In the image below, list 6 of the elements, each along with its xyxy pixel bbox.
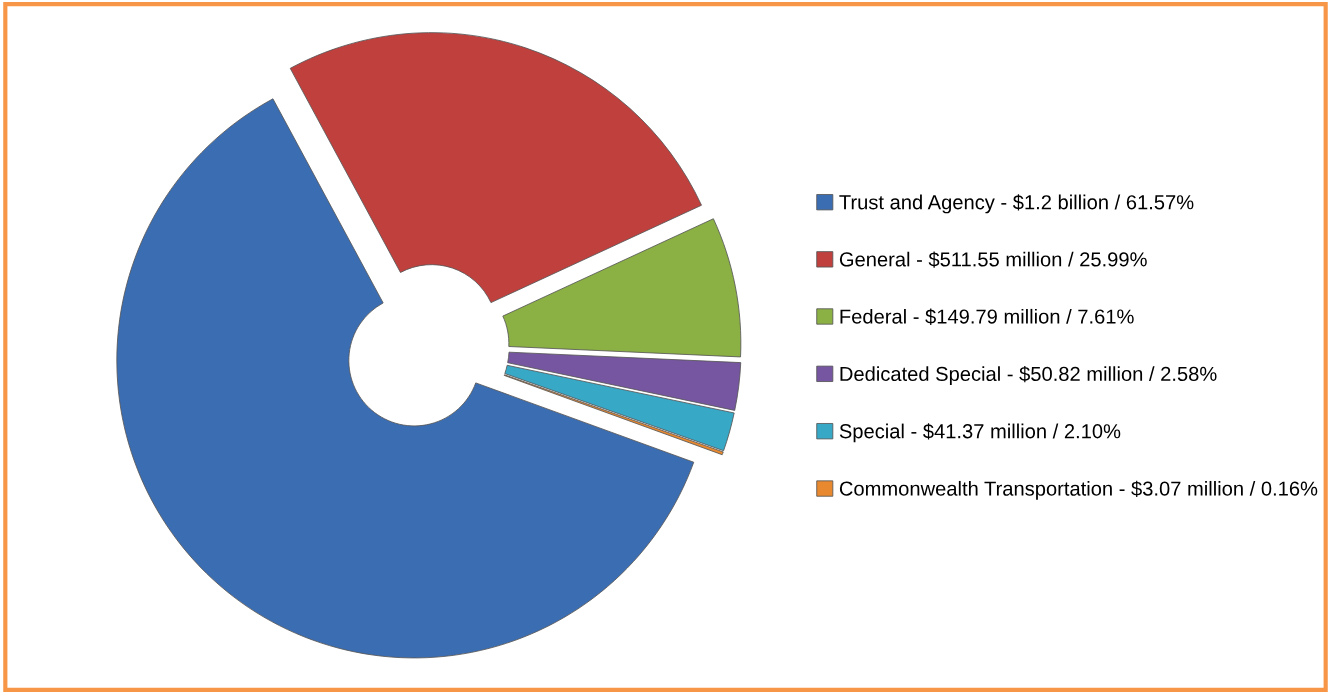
legend-label: Trust and Agency - $1.2 billion / 61.57% — [839, 194, 1194, 214]
legend-label: Federal - $149.79 million / 7.61% — [840, 308, 1134, 325]
legend-label: Commonwealth Transportation - $3.07 million / 0.16% — [839, 480, 1318, 500]
legend-label: Special - $41.37 million / 2.10% — [839, 423, 1121, 443]
legend-label: Dedicated Special - $50.82 million / 2.58% — [840, 365, 1217, 386]
legend-label: General - $511.55 million / 25.99% — [839, 251, 1147, 268]
